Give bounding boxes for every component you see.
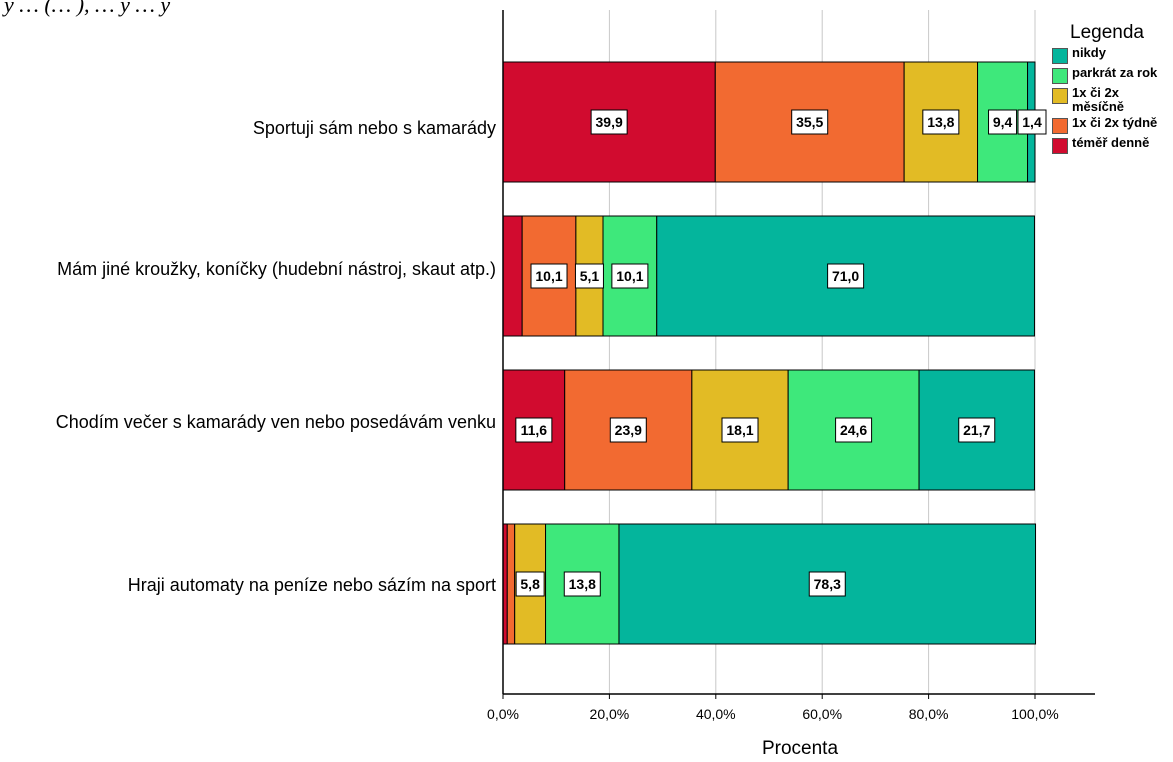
data-label-box xyxy=(611,263,649,289)
legend-label: parkrát za rok xyxy=(1072,65,1158,80)
x-tick-label: 80,0% xyxy=(909,706,949,722)
legend-swatch xyxy=(1052,88,1068,104)
category-label-3: Hraji automaty na peníze nebo sázím na s… xyxy=(127,575,496,595)
x-axis-label: Procenta xyxy=(761,738,839,759)
legend-label: nikdy xyxy=(1072,45,1106,60)
data-label: 18,1 xyxy=(726,422,753,438)
x-tick-label: 0,0% xyxy=(487,706,519,722)
legend-swatch xyxy=(1052,48,1068,64)
legend-label: 1x či 2x měsíčně xyxy=(1072,85,1125,114)
data-label: 10,1 xyxy=(535,268,562,284)
data-label: 5,1 xyxy=(580,268,600,284)
data-label: 5,8 xyxy=(520,576,540,592)
legend-swatch xyxy=(1052,138,1068,154)
legend-item-nikdy: nikdy xyxy=(1052,46,1173,64)
legend-label: 1x či 2x týdně xyxy=(1072,115,1158,130)
legend-swatch xyxy=(1052,118,1068,134)
data-label: 10,1 xyxy=(616,268,643,284)
legend-swatch xyxy=(1052,68,1068,84)
legend-item-parkrat: parkrát za rok xyxy=(1052,66,1173,84)
legend-title: Legenda xyxy=(1070,22,1144,43)
data-label-box xyxy=(835,417,873,443)
data-label-box xyxy=(563,571,601,597)
x-tick-label: 40,0% xyxy=(696,706,736,722)
data-label-box xyxy=(827,263,865,289)
x-tick-label: 100,0% xyxy=(1011,706,1058,722)
data-label: 11,6 xyxy=(521,422,548,438)
data-label-box xyxy=(574,263,604,289)
category-label-0: Sportuji sám nebo s kamarády xyxy=(252,118,496,138)
data-label-box xyxy=(958,417,996,443)
category-label-1: Mám jiné kroužky, koníčky (hudební nástr… xyxy=(57,259,496,279)
data-label-box xyxy=(808,571,846,597)
data-label: 21,7 xyxy=(963,422,990,438)
data-label: 13,8 xyxy=(569,576,596,592)
bar-segment xyxy=(564,369,693,491)
data-label: 1,4 xyxy=(1022,114,1042,130)
data-label: 78,3 xyxy=(814,576,841,592)
legend-label: téměř denně xyxy=(1072,135,1150,150)
data-label-box xyxy=(530,263,568,289)
x-tick-label: 20,0% xyxy=(590,706,630,722)
data-label: 13,8 xyxy=(927,114,954,130)
data-label: 23,9 xyxy=(615,422,642,438)
data-label-box xyxy=(791,109,829,135)
data-label-box xyxy=(1017,109,1047,135)
x-tick-label: 60,0% xyxy=(802,706,842,722)
legend-item-tydne: 1x či 2x týdně xyxy=(1052,116,1173,134)
data-label: 35,5 xyxy=(796,114,823,130)
chart-title-cut: y … (… ), … y … y xyxy=(4,0,171,17)
bar-segment xyxy=(506,523,516,645)
bar-segment xyxy=(502,215,523,337)
data-label-box xyxy=(590,109,628,135)
legend: Legenda nikdy parkrát za rok 1x či 2x mě… xyxy=(1052,22,1173,154)
data-label: 24,6 xyxy=(840,422,867,438)
data-label-box xyxy=(609,417,647,443)
data-label-box xyxy=(721,417,759,443)
legend-item-mesicne: 1x či 2x měsíčně xyxy=(1052,86,1173,114)
data-label: 9,4 xyxy=(993,114,1013,130)
data-label-box xyxy=(515,417,553,443)
data-label-box xyxy=(988,109,1018,135)
legend-item-denne: téměř denně xyxy=(1052,136,1173,154)
data-label-box xyxy=(515,571,545,597)
category-label-2: Chodím večer s kamarády ven nebo posedáv… xyxy=(55,412,496,432)
data-label-box xyxy=(922,109,960,135)
data-label: 39,9 xyxy=(596,114,623,130)
data-label: 71,0 xyxy=(832,268,859,284)
